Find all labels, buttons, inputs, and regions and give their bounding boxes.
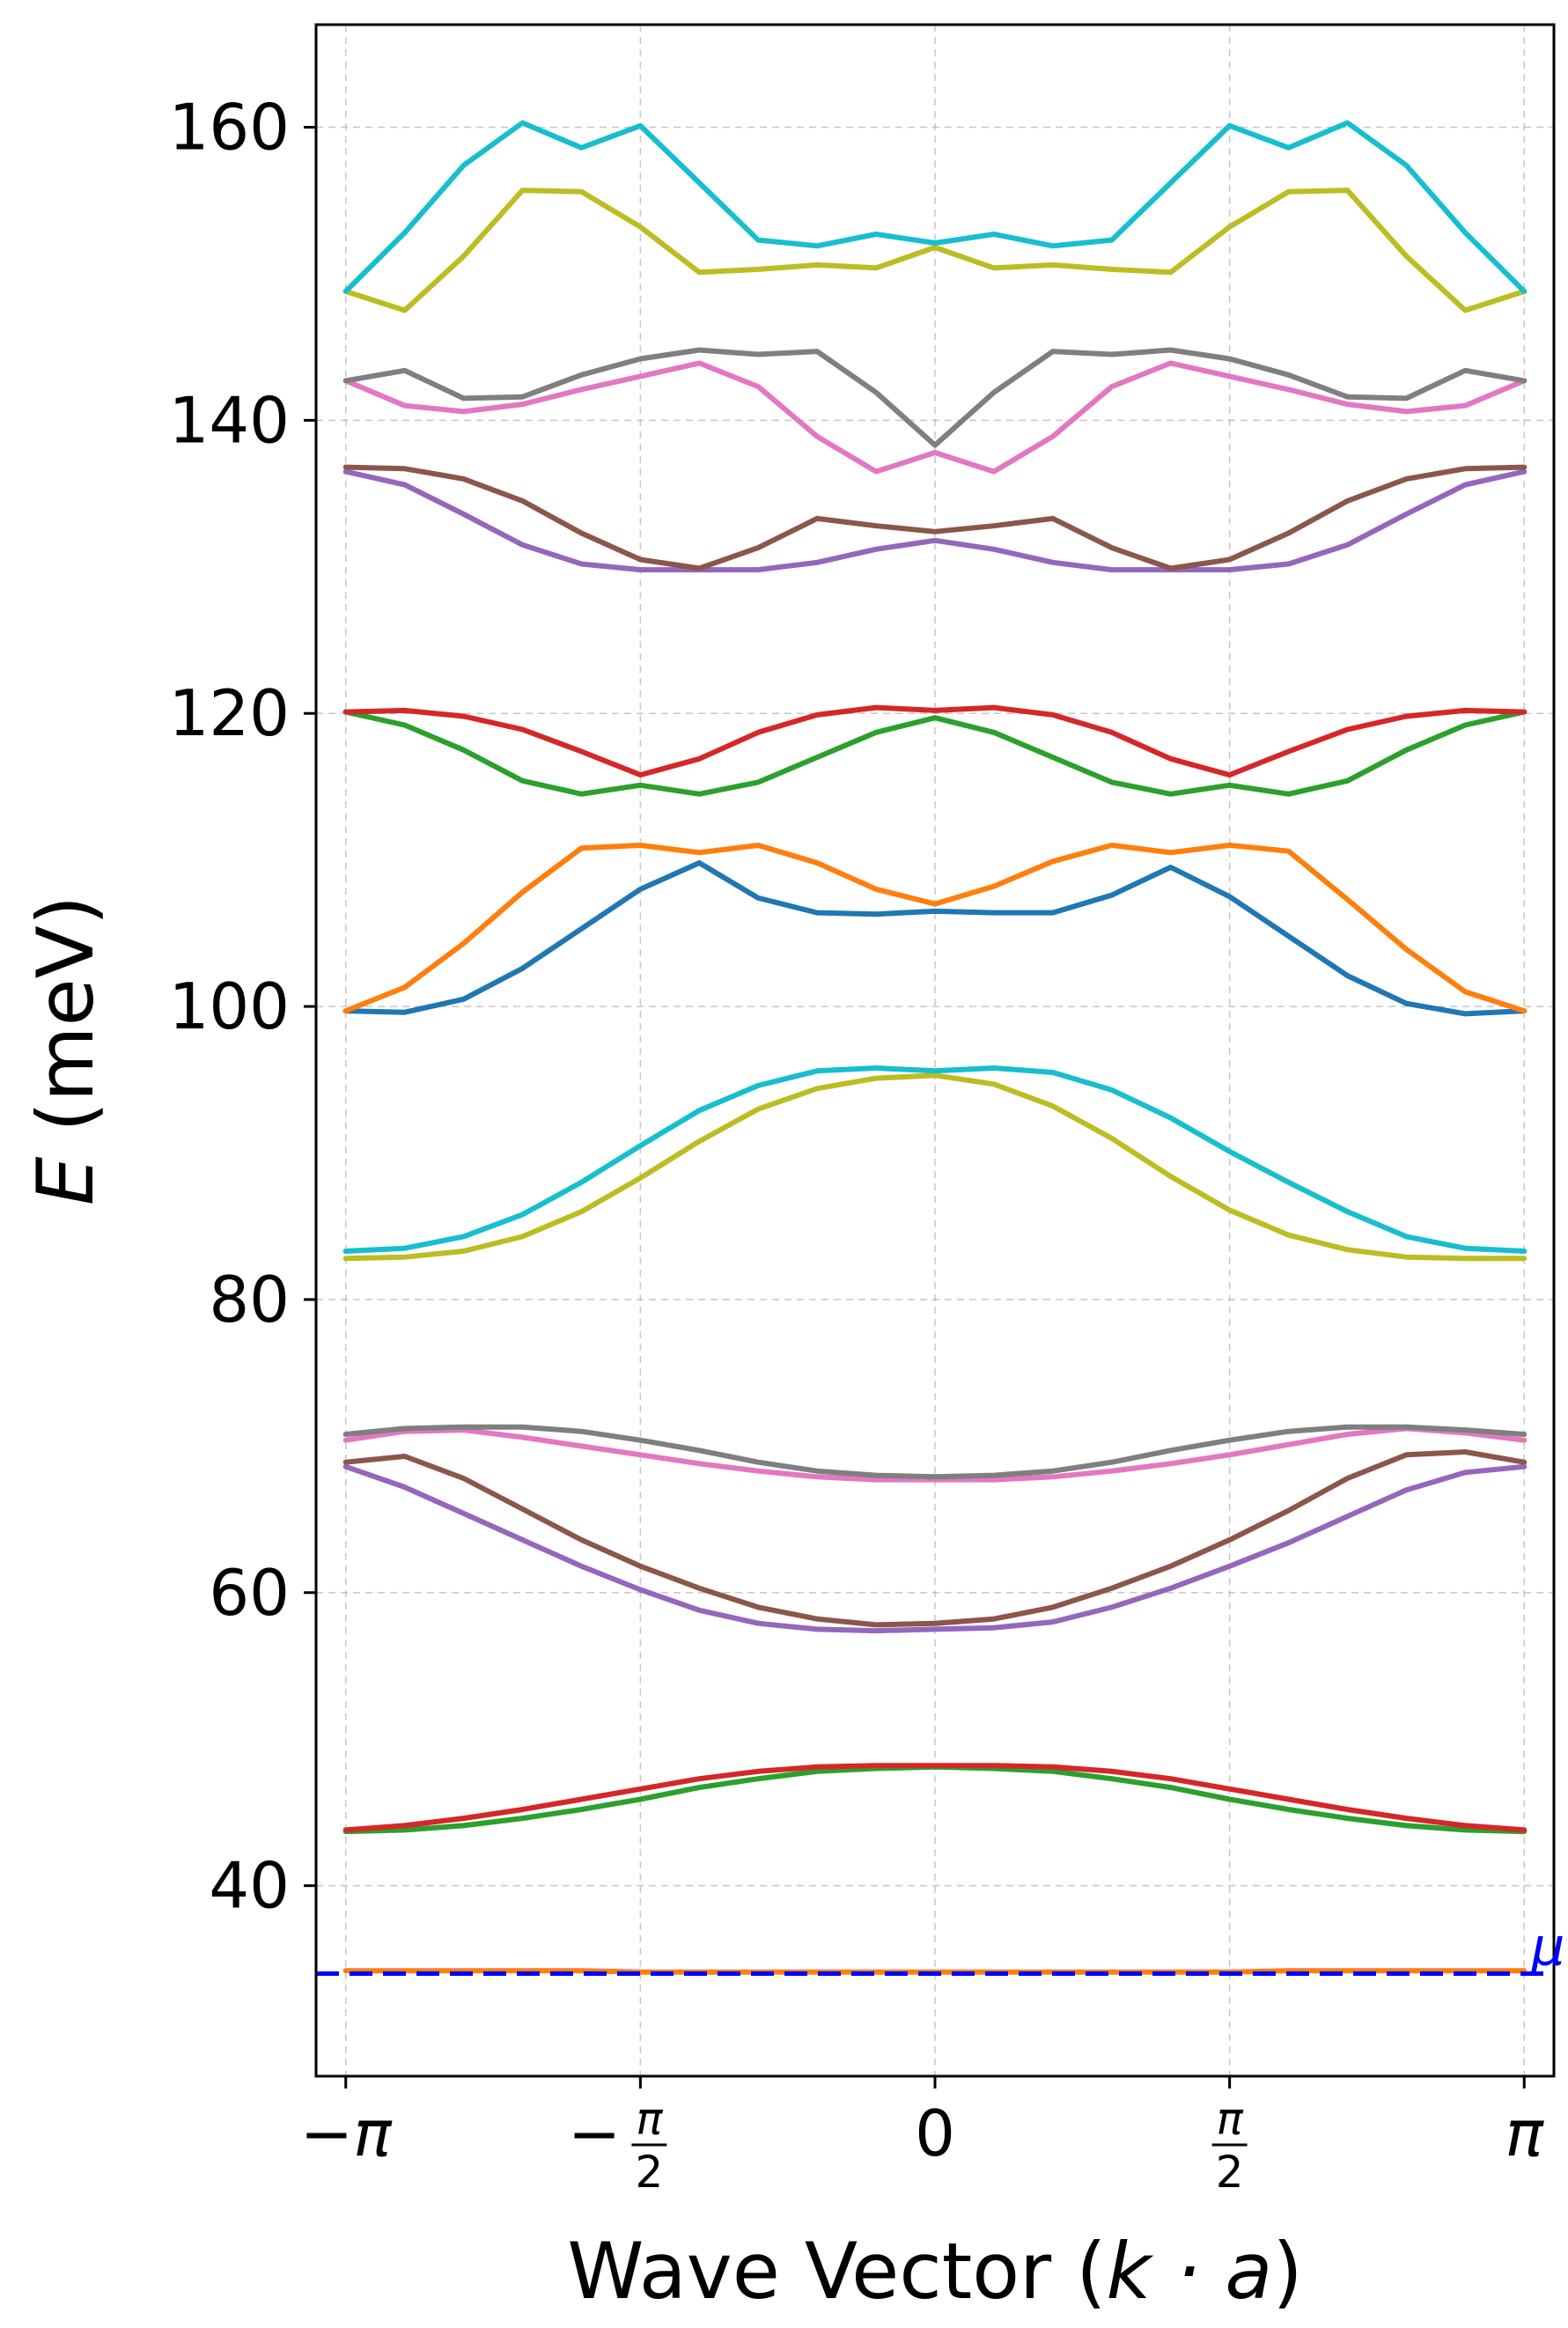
series-line <box>342 188 1528 313</box>
x-tick-fraction-denominator: 2 <box>1216 2147 1244 2198</box>
series-line <box>342 360 1528 475</box>
series-line <box>342 704 1528 778</box>
series-line <box>342 1463 1528 1634</box>
series-line <box>342 843 1528 1014</box>
y-tick-label: 60 <box>209 1556 290 1630</box>
x-tick-label: 0 <box>915 2096 955 2170</box>
series-line <box>342 709 1528 797</box>
series-line <box>342 120 1528 294</box>
x-axis-title: Wave Vector (k · a) <box>567 2226 1302 2317</box>
y-tick-label: 100 <box>169 969 290 1043</box>
x-tick-fraction-numerator: π <box>1217 2094 1244 2145</box>
series-line <box>342 1449 1528 1628</box>
y-axis-ticks: 40 60 80 100 120 140 160 <box>169 91 316 1923</box>
y-tick-label: 80 <box>209 1263 290 1337</box>
series-line <box>342 464 1528 571</box>
y-tick-label: 120 <box>169 676 290 750</box>
y-tick-label: 140 <box>169 383 290 457</box>
reference-line-label: μ <box>1530 1917 1564 1978</box>
series-line <box>342 347 1528 448</box>
x-tick-fraction-numerator: π <box>636 2094 663 2145</box>
series-line <box>342 1072 1528 1262</box>
x-tick-label: −π <box>300 2096 393 2170</box>
series-line <box>342 1763 1528 1833</box>
x-axis-ticks: −π − π20 π2π <box>300 2076 1545 2198</box>
series-line <box>342 468 1528 573</box>
y-tick-label: 40 <box>209 1849 290 1923</box>
series-line <box>342 1426 1528 1483</box>
series-line <box>342 1424 1528 1480</box>
x-tick-label: − <box>568 2096 621 2170</box>
y-tick-label: 160 <box>169 91 290 165</box>
y-axis-title: E (meV) <box>20 895 111 1205</box>
series-line <box>342 860 1528 1017</box>
x-tick-fraction-denominator: 2 <box>635 2147 663 2198</box>
series-layer <box>342 120 1528 1975</box>
grid <box>316 25 1554 2076</box>
series-line <box>342 1065 1528 1254</box>
x-tick-label: π <box>1505 2096 1545 2170</box>
